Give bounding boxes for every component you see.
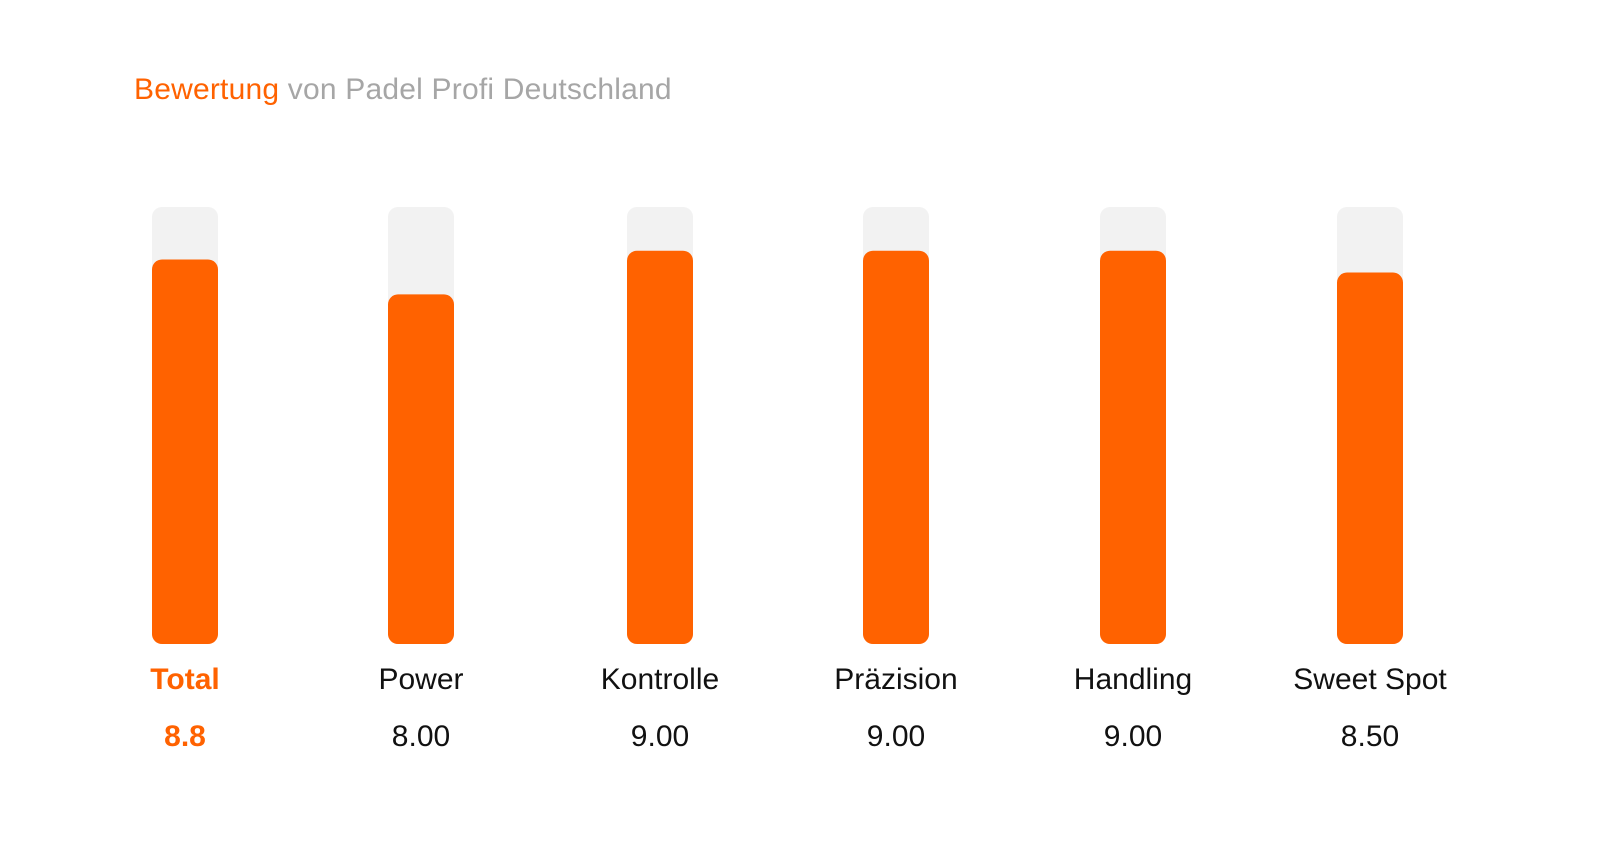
bar-kontrolle (627, 250, 693, 644)
bar-pr-zision (863, 250, 929, 644)
category-label: Power (378, 663, 463, 696)
value-label: 9.00 (867, 720, 925, 753)
bar-handling (1100, 250, 1166, 644)
category-label: Total (150, 663, 219, 696)
value-label: 9.00 (1104, 720, 1162, 753)
chart-title-accent: Bewertung (134, 73, 280, 106)
value-label: 8.50 (1341, 720, 1399, 753)
bar-power (388, 294, 454, 644)
value-label: 8.00 (392, 720, 450, 753)
value-label: 9.00 (631, 720, 689, 753)
value-label: 8.8 (164, 720, 206, 753)
category-label: Präzision (834, 663, 957, 696)
chart-title: Bewertung von Padel Profi Deutschland (134, 70, 672, 110)
category-label: Sweet Spot (1293, 663, 1447, 696)
bar-sweet-spot (1337, 272, 1403, 644)
chart-title-rest: von Padel Profi Deutschland (287, 73, 672, 106)
category-label: Kontrolle (601, 663, 719, 696)
bar-total (152, 259, 218, 644)
category-label: Handling (1074, 663, 1192, 696)
